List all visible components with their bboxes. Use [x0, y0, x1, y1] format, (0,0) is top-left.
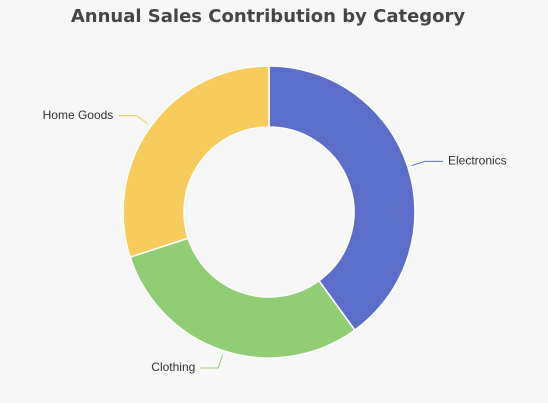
leader-line	[411, 160, 443, 167]
slice-label: Electronics	[448, 153, 507, 167]
donut-segment	[129, 237, 356, 359]
slice-label: Home Goods	[43, 108, 114, 122]
leader-line	[200, 354, 224, 369]
leader-line	[118, 115, 148, 125]
slice-label: Clothing	[151, 360, 195, 374]
donut-segment	[268, 65, 416, 332]
chart-title: Annual Sales Contribution by Category	[71, 6, 466, 27]
donut-segment	[122, 65, 270, 259]
